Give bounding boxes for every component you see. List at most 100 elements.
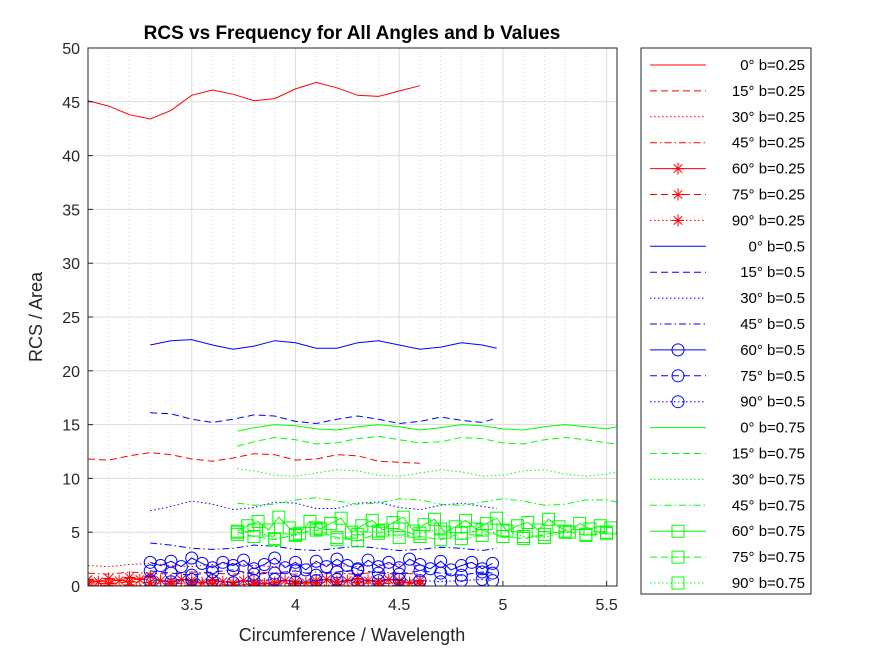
series-12 <box>143 563 500 582</box>
legend-label: 75° b=0.75 <box>732 549 805 566</box>
series-line <box>88 81 421 120</box>
legend-entry: 15° b=0.5 <box>650 264 805 281</box>
circle-marker <box>309 568 323 582</box>
legend-label: 30° b=0.5 <box>740 290 805 307</box>
square-marker <box>371 524 385 538</box>
square-marker <box>293 526 307 540</box>
legend-label: 75° b=0.25 <box>732 187 805 204</box>
legend-label: 45° b=0.25 <box>732 135 805 152</box>
series-0 <box>88 81 421 120</box>
legend-entry: 60° b=0.5 <box>650 342 805 359</box>
x-tick-label: 5 <box>498 597 507 614</box>
legend: 0° b=0.25 15° b=0.25 30° b=0.25 45° b=0.25 6… <box>640 47 812 595</box>
square-marker <box>671 550 685 564</box>
legend-label: 60° b=0.25 <box>732 161 805 178</box>
y-tick-label: 25 <box>62 310 80 327</box>
circle-marker <box>226 563 240 577</box>
series-11 <box>143 551 500 577</box>
square-marker <box>230 527 244 541</box>
series-17 <box>237 497 617 506</box>
legend-entry: 90° b=0.75 <box>650 575 805 592</box>
circle-marker <box>288 555 302 569</box>
circle-marker <box>216 555 230 569</box>
circle-marker <box>671 395 685 409</box>
legend-entry: 30° b=0.25 <box>650 109 805 126</box>
legend-label: 90° b=0.25 <box>732 212 805 229</box>
square-marker <box>268 532 282 546</box>
circle-marker <box>454 559 468 573</box>
series-layer <box>88 81 617 586</box>
circle-marker <box>278 561 292 575</box>
square-marker <box>475 528 489 542</box>
circle-marker <box>413 564 427 578</box>
square-marker <box>600 525 614 539</box>
asterisk-marker <box>88 578 94 586</box>
circle-marker <box>226 559 240 573</box>
legend-entry: 0° b=0.25 <box>650 57 805 74</box>
y-tick-label: 20 <box>62 364 80 381</box>
square-marker <box>288 528 302 542</box>
circle-marker <box>143 564 157 578</box>
legend-label: 0° b=0.25 <box>740 57 805 74</box>
square-marker <box>517 530 531 544</box>
circle-marker <box>185 551 199 565</box>
legend-label: 15° b=0.75 <box>732 446 805 463</box>
circle-marker <box>288 564 302 578</box>
asterisk-marker <box>672 162 684 175</box>
circle-marker <box>382 555 396 569</box>
legend-label: 90° b=0.5 <box>740 394 805 411</box>
asterisk-marker <box>113 574 126 586</box>
circle-marker <box>351 575 365 586</box>
series-8 <box>150 412 497 425</box>
series-line <box>88 571 420 575</box>
circle-marker <box>371 566 385 580</box>
series-line <box>237 424 617 432</box>
square-marker <box>454 532 468 546</box>
legend-entry: 75° b=0.75 <box>650 549 805 566</box>
series-10 <box>150 542 497 552</box>
legend-label: 0° b=0.75 <box>740 420 805 437</box>
legend-entry: 90° b=0.25 <box>650 212 805 229</box>
circle-marker <box>320 560 334 574</box>
circle-marker <box>299 563 313 577</box>
asterisk-marker <box>672 188 684 201</box>
circle-marker <box>486 556 500 570</box>
y-tick-label: 0 <box>71 579 80 596</box>
circle-marker <box>413 574 427 586</box>
circle-marker <box>454 568 468 582</box>
circle-marker <box>454 574 468 586</box>
circle-marker <box>309 574 323 586</box>
legend-entry: 45° b=0.75 <box>650 497 805 514</box>
x-tick-label: 4.5 <box>388 597 410 614</box>
y-tick-label: 35 <box>62 202 80 219</box>
circle-marker <box>403 552 417 566</box>
asterisk-marker <box>268 578 281 586</box>
circle-marker <box>486 566 500 580</box>
legend-entry: 75° b=0.5 <box>650 368 805 385</box>
square-marker <box>334 511 348 525</box>
series-line <box>88 584 420 586</box>
series-line <box>237 497 617 506</box>
x-tick-label: 4 <box>291 597 300 614</box>
legend-label: 30° b=0.75 <box>732 471 805 488</box>
square-marker <box>434 522 448 536</box>
grid-lines <box>88 48 617 586</box>
circle-marker <box>475 565 489 579</box>
square-marker <box>309 521 323 535</box>
square-marker <box>324 517 338 531</box>
x-tick-label: 5.5 <box>596 597 618 614</box>
square-marker <box>542 512 556 526</box>
series-line <box>237 527 607 541</box>
legend-entry: 60° b=0.75 <box>650 523 805 540</box>
square-marker <box>671 576 685 590</box>
circle-marker <box>164 566 178 580</box>
square-marker <box>392 522 406 536</box>
legend-label: 0° b=0.5 <box>749 238 805 255</box>
square-marker <box>558 525 572 539</box>
series-3 <box>88 571 420 575</box>
series-9 <box>150 500 497 512</box>
legend-label: 60° b=0.75 <box>732 523 805 540</box>
circle-marker <box>247 574 261 586</box>
circle-marker <box>309 554 323 568</box>
legend-entry: 60° b=0.25 <box>650 161 805 178</box>
